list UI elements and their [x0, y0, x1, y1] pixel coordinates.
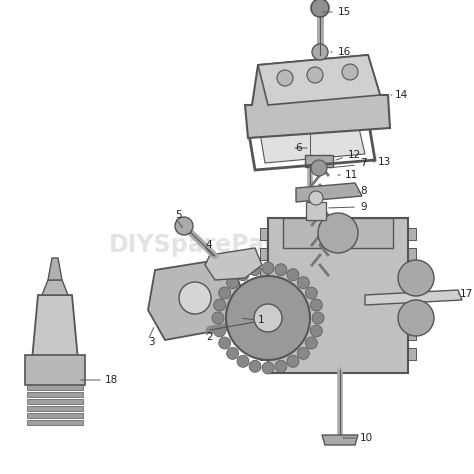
Circle shape: [312, 44, 328, 60]
Polygon shape: [258, 55, 380, 105]
Text: DIYSpareParts.com: DIYSpareParts.com: [109, 233, 365, 257]
Polygon shape: [42, 280, 68, 295]
Text: 16: 16: [338, 47, 351, 57]
Bar: [283, 218, 393, 248]
Text: 5: 5: [175, 210, 182, 220]
Circle shape: [175, 217, 193, 235]
Circle shape: [214, 325, 226, 337]
Bar: [27, 406, 83, 411]
Text: 4: 4: [205, 240, 211, 250]
Circle shape: [249, 360, 261, 372]
Bar: [25, 355, 85, 385]
Circle shape: [262, 362, 274, 374]
Polygon shape: [32, 295, 78, 360]
Polygon shape: [148, 258, 240, 340]
Circle shape: [219, 287, 231, 299]
Text: 12: 12: [348, 150, 361, 160]
Text: 2: 2: [206, 332, 213, 342]
Text: 13: 13: [378, 157, 391, 167]
Text: 7: 7: [360, 158, 366, 168]
Bar: [268, 218, 408, 373]
Bar: [260, 228, 416, 240]
Circle shape: [318, 213, 358, 253]
Polygon shape: [48, 258, 62, 280]
Circle shape: [227, 277, 238, 289]
Text: 1: 1: [258, 315, 264, 325]
Bar: [260, 308, 416, 320]
Text: 11: 11: [345, 170, 358, 180]
Circle shape: [227, 347, 238, 359]
Text: 6: 6: [295, 143, 301, 153]
Circle shape: [226, 276, 310, 360]
Circle shape: [275, 360, 287, 372]
Circle shape: [312, 312, 324, 324]
Circle shape: [297, 347, 310, 359]
Bar: [260, 288, 416, 300]
Circle shape: [307, 67, 323, 83]
Text: 10: 10: [360, 433, 373, 443]
Circle shape: [214, 299, 226, 311]
Polygon shape: [260, 124, 365, 163]
Text: 9: 9: [360, 202, 366, 212]
Circle shape: [311, 0, 329, 17]
Bar: [260, 268, 416, 280]
Circle shape: [311, 160, 327, 176]
Text: 15: 15: [338, 7, 351, 17]
Circle shape: [310, 299, 322, 311]
Circle shape: [277, 70, 293, 86]
Circle shape: [237, 269, 249, 281]
Circle shape: [249, 264, 261, 276]
Circle shape: [287, 269, 299, 281]
Circle shape: [297, 277, 310, 289]
Text: 17: 17: [460, 289, 473, 299]
Bar: [305, 155, 333, 167]
Circle shape: [219, 337, 231, 349]
Circle shape: [309, 191, 323, 205]
Polygon shape: [322, 435, 358, 445]
Circle shape: [237, 356, 249, 367]
Bar: [27, 385, 83, 390]
Text: 14: 14: [395, 90, 408, 100]
Text: 3: 3: [148, 337, 155, 347]
Polygon shape: [365, 290, 462, 305]
Bar: [260, 248, 416, 260]
Bar: [260, 328, 416, 340]
Circle shape: [305, 287, 317, 299]
Circle shape: [179, 282, 211, 314]
Circle shape: [310, 325, 322, 337]
Circle shape: [287, 356, 299, 367]
Circle shape: [275, 264, 287, 276]
Circle shape: [254, 304, 282, 332]
Bar: [306, 202, 326, 220]
Circle shape: [398, 300, 434, 336]
Text: 18: 18: [105, 375, 118, 385]
Polygon shape: [296, 183, 362, 202]
Bar: [27, 399, 83, 404]
Circle shape: [305, 337, 317, 349]
Circle shape: [342, 64, 358, 80]
Text: 8: 8: [360, 186, 366, 196]
Bar: [27, 413, 83, 418]
Bar: [27, 420, 83, 425]
Bar: [260, 348, 416, 360]
Polygon shape: [245, 55, 390, 138]
Circle shape: [212, 312, 224, 324]
Polygon shape: [205, 248, 262, 280]
Circle shape: [398, 260, 434, 296]
Bar: [27, 392, 83, 397]
Circle shape: [262, 262, 274, 274]
